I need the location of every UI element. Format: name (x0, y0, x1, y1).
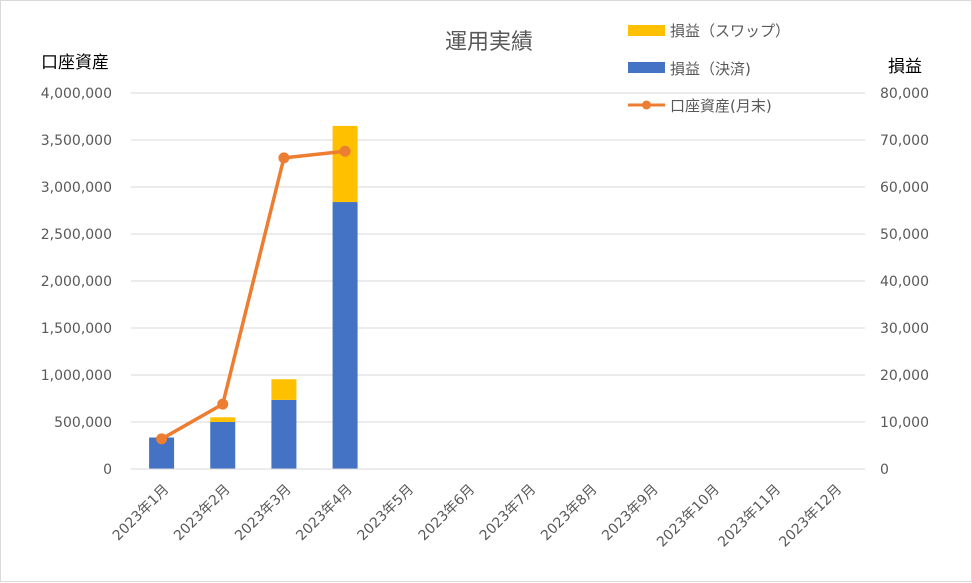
y-tick-left: 0 (103, 462, 112, 478)
legend-swatch-balance-marker (642, 100, 651, 110)
y-tick-left: 500,000 (54, 415, 112, 431)
y-tick-right: 20,000 (880, 368, 929, 384)
x-tick-label: 2023年5月 (354, 482, 417, 545)
x-tick-label: 2023年12月 (776, 482, 845, 551)
y-tick-right: 0 (880, 462, 889, 478)
balance-point (278, 152, 290, 164)
bar-swap (332, 125, 358, 203)
balance-line (160, 149, 346, 441)
y-tick-left: 2,500,000 (41, 227, 112, 243)
line-series (156, 145, 351, 445)
y-axis-left-label: 口座資産 (41, 53, 109, 73)
x-tick-label: 2023年4月 (293, 482, 356, 545)
legend-swatch-settled (628, 62, 665, 73)
chart-title: 運用実績 (445, 30, 533, 55)
gridlines (131, 92, 865, 423)
legend-swatch-swap (628, 25, 665, 36)
legend-label-settled: 損益（決済) (670, 60, 751, 78)
y-tick-left: 3,000,000 (41, 180, 112, 196)
y-tick-right: 30,000 (880, 321, 929, 337)
axes: 4,000,000 80,000 3,500,000 70,000 3,000,000 6… (41, 86, 929, 550)
bar-settled (210, 422, 236, 469)
y-tick-left: 1,500,000 (41, 321, 112, 337)
x-tick-label: 2023年2月 (171, 482, 234, 545)
y-tick-right: 80,000 (880, 86, 929, 102)
legend: 損益（スワップ） 損益（決済) 口座資産(月末) (628, 22, 790, 115)
x-tick-label: 2023年8月 (538, 482, 601, 545)
x-tick-label: 2023年6月 (416, 482, 479, 545)
x-tick-label: 2023年9月 (599, 482, 662, 545)
bar-settled (332, 202, 358, 470)
y-tick-right: 50,000 (880, 227, 929, 243)
y-axis-right-label: 損益 (888, 57, 922, 77)
x-tick-label: 2023年7月 (477, 482, 540, 545)
y-tick-right: 60,000 (880, 180, 929, 196)
y-tick-left: 2,000,000 (41, 274, 112, 290)
y-tick-left: 4,000,000 (41, 86, 112, 102)
balance-point (156, 433, 168, 445)
bar-swap (271, 379, 297, 400)
y-tick-right: 40,000 (880, 274, 929, 290)
x-tick-label: 2023年11月 (715, 482, 784, 551)
legend-label-swap: 損益（スワップ） (670, 22, 790, 40)
x-tick-label: 2023年3月 (232, 482, 295, 545)
legend-label-balance: 口座資産(月末) (670, 97, 772, 115)
balance-point (217, 398, 229, 410)
x-tick-label: 2023年1月 (110, 482, 173, 545)
bar-series (149, 125, 358, 470)
bar-swap (210, 417, 236, 422)
y-tick-right: 10,000 (880, 415, 929, 431)
y-tick-left: 3,500,000 (41, 133, 112, 149)
bar-settled (271, 399, 297, 469)
y-tick-left: 1,000,000 (41, 368, 112, 384)
balance-point (339, 145, 351, 157)
y-tick-right: 70,000 (880, 133, 929, 149)
x-tick-label: 2023年10月 (654, 482, 723, 551)
